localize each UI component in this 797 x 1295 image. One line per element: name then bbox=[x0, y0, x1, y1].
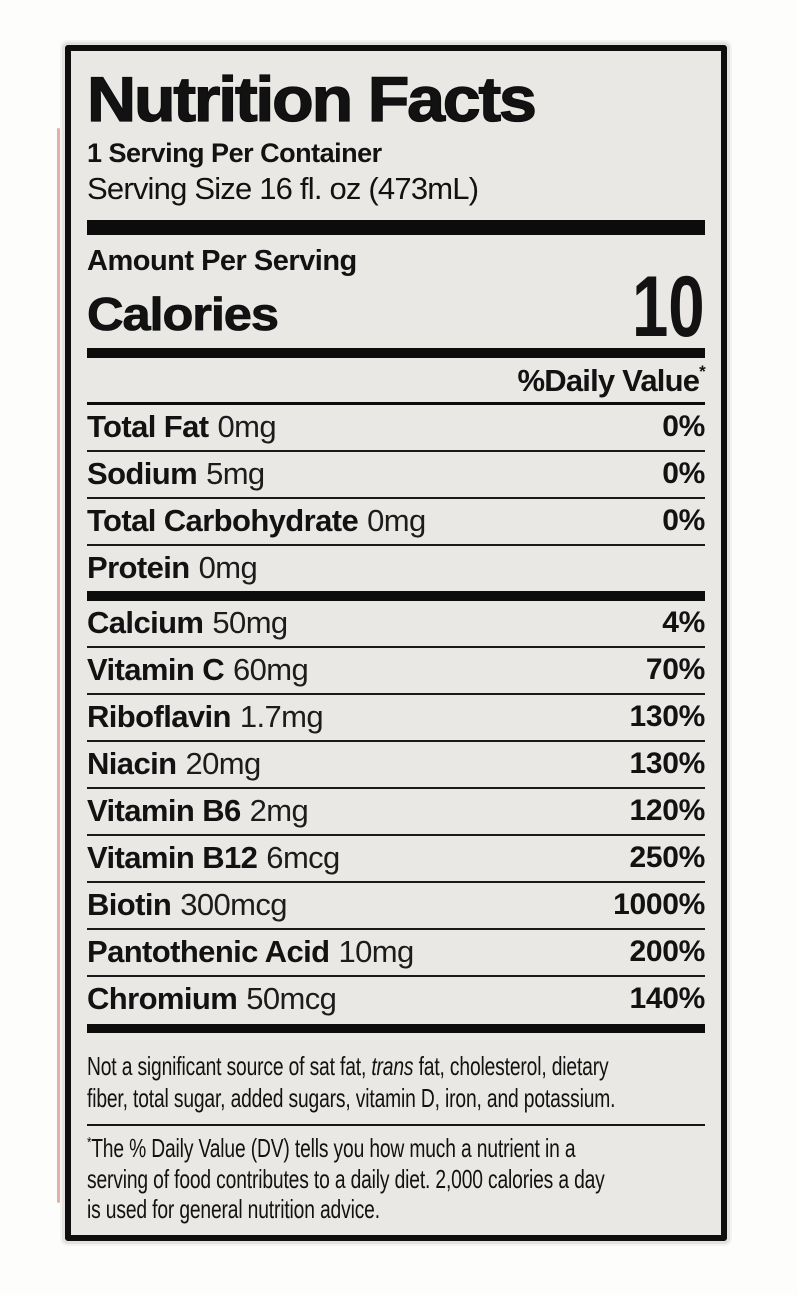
nutrient-name: Vitamin B12 bbox=[87, 840, 258, 876]
medium-divider-calories bbox=[87, 348, 705, 359]
nutrient-left: Vitamin B6 2mg bbox=[87, 793, 309, 829]
nutrient-daily-value: 1000% bbox=[613, 888, 705, 922]
not-significant-line-2: fiber, total sugar, added sugars, vitami… bbox=[87, 1082, 616, 1113]
daily-value-footnote: *The % Daily Value (DV) tells you how mu… bbox=[87, 1133, 709, 1224]
thick-divider-top bbox=[87, 220, 705, 236]
nutrient-name: Niacin bbox=[87, 746, 177, 782]
product-edge-line bbox=[57, 128, 60, 1203]
nutrient-daily-value: 140% bbox=[629, 982, 705, 1016]
servings-per-container: 1 Serving Per Container bbox=[87, 137, 382, 168]
serving-size: Serving Size 16 fl. oz (473mL) bbox=[87, 171, 479, 207]
nutrient-daily-value: 250% bbox=[629, 841, 705, 875]
calories-value: 10 bbox=[632, 258, 705, 355]
not-significant-text: Not a significant source of sat fat, bbox=[87, 1050, 372, 1081]
nutrient-row-biotin: Biotin 300mcg 1000% bbox=[87, 883, 705, 930]
nutrient-daily-value: 0% bbox=[662, 410, 705, 444]
footnote-line-3: is used for general nutrition advice. bbox=[87, 1194, 380, 1225]
nutrient-amount: 0mg bbox=[217, 409, 276, 445]
nutrient-amount: 50mg bbox=[212, 605, 288, 641]
nutrient-left: Sodium 5mg bbox=[87, 456, 265, 492]
nutrient-daily-value: 0% bbox=[662, 504, 705, 538]
daily-value-asterisk: * bbox=[699, 362, 706, 382]
rule-under-daily-value bbox=[87, 401, 705, 405]
nutrient-daily-value: 0% bbox=[662, 457, 705, 491]
nutrient-row-riboflavin: Riboflavin 1.7mg 130% bbox=[87, 695, 705, 742]
footnote-line-2: serving of food contributes to a daily d… bbox=[87, 1163, 605, 1194]
daily-value-header: %Daily Value* bbox=[87, 362, 706, 399]
nutrient-left: Calcium 50mg bbox=[87, 605, 288, 641]
nutrient-daily-value: 130% bbox=[629, 700, 705, 734]
label-title: Nutrition Facts bbox=[86, 65, 537, 135]
nutrient-row-pantothenic-acid: Pantothenic Acid 10mg 200% bbox=[87, 930, 705, 977]
nutrient-row-calcium: Calcium 50mg 4% bbox=[87, 601, 705, 648]
nutrient-left: Total Carbohydrate 0mg bbox=[87, 503, 426, 539]
nutrient-amount: 1.7mg bbox=[239, 699, 324, 735]
nutrient-amount: 300mcg bbox=[180, 887, 287, 923]
nutrient-row-total-carbohydrate: Total Carbohydrate 0mg 0% bbox=[87, 499, 705, 546]
nutrient-row-total-fat: Total Fat 0mg 0% bbox=[87, 405, 705, 452]
thick-divider-bottom bbox=[87, 1023, 705, 1033]
nutrient-daily-value: 120% bbox=[629, 794, 705, 828]
nutrient-name: Vitamin B6 bbox=[87, 793, 241, 829]
nutrient-row-protein: Protein 0mg bbox=[87, 546, 705, 591]
nutrient-left: Vitamin C 60mg bbox=[87, 652, 309, 688]
calories-label: Calories bbox=[87, 288, 280, 341]
not-significant-note: Not a significant source of sat fat, tra… bbox=[87, 1051, 709, 1114]
nutrient-name: Total Carbohydrate bbox=[87, 503, 359, 539]
nutrient-daily-value: 130% bbox=[629, 747, 705, 781]
amount-per-serving-label: Amount Per Serving bbox=[87, 245, 357, 278]
nutrient-amount: 6mcg bbox=[266, 840, 340, 876]
nutrition-facts-label: Nutrition Facts 1 Serving Per Container … bbox=[65, 45, 727, 1241]
medium-divider-protein bbox=[87, 590, 705, 601]
footnote-text: The % Daily Value (DV) tells you how muc… bbox=[91, 1133, 576, 1164]
nutrient-name: Riboflavin bbox=[87, 699, 231, 735]
calories-row: Calories 10 bbox=[87, 258, 705, 355]
nutrient-row-vitamin-b6: Vitamin B6 2mg 120% bbox=[87, 789, 705, 836]
nutrient-name: Calcium bbox=[87, 605, 204, 641]
footnote-line-1: *The % Daily Value (DV) tells you how mu… bbox=[87, 1133, 709, 1163]
nutrient-row-vitamin-b12: Vitamin B12 6mcg 250% bbox=[87, 836, 705, 883]
nutrient-left: Biotin 300mcg bbox=[87, 887, 288, 923]
nutrient-row-vitamin-c: Vitamin C 60mg 70% bbox=[87, 648, 705, 695]
micro-nutrient-rows: Calcium 50mg 4% Vitamin C 60mg 70% Ribofla… bbox=[87, 601, 705, 1022]
nutrient-left: Chromium 50mcg bbox=[87, 981, 337, 1017]
nutrient-amount: 5mg bbox=[206, 456, 265, 492]
nutrient-name: Sodium bbox=[87, 456, 198, 492]
nutrient-amount: 60mg bbox=[233, 652, 309, 688]
macro-nutrient-rows: Total Fat 0mg 0% Sodium 5mg 0% Total Carbo… bbox=[87, 405, 705, 591]
nutrient-name: Total Fat bbox=[87, 409, 209, 445]
not-significant-text: fat, cholesterol, dietary bbox=[413, 1050, 609, 1081]
nutrient-amount: 0mg bbox=[367, 503, 426, 539]
nutrient-left: Protein 0mg bbox=[87, 550, 258, 586]
nutrient-left: Pantothenic Acid 10mg bbox=[87, 934, 414, 970]
trans-fat-italic: trans bbox=[371, 1050, 414, 1081]
nutrient-name: Vitamin C bbox=[87, 652, 225, 688]
nutrient-row-chromium: Chromium 50mcg 140% bbox=[87, 977, 705, 1022]
nutrient-amount: 2mg bbox=[249, 793, 309, 829]
footnote-asterisk: * bbox=[87, 1134, 92, 1152]
nutrient-daily-value: 4% bbox=[662, 606, 705, 640]
nutrient-daily-value: 70% bbox=[645, 653, 705, 687]
not-significant-line-1: Not a significant source of sat fat, tra… bbox=[87, 1051, 709, 1083]
nutrient-left: Total Fat 0mg bbox=[87, 409, 277, 445]
nutrient-amount: 0mg bbox=[198, 550, 258, 586]
nutrient-name: Chromium bbox=[87, 981, 238, 1017]
nutrient-amount: 10mg bbox=[338, 934, 414, 970]
nutrient-left: Vitamin B12 6mcg bbox=[87, 840, 340, 876]
nutrient-row-niacin: Niacin 20mg 130% bbox=[87, 742, 705, 789]
nutrient-row-sodium: Sodium 5mg 0% bbox=[87, 452, 705, 499]
nutrient-name: Pantothenic Acid bbox=[87, 934, 330, 970]
nutrient-daily-value: 200% bbox=[629, 935, 705, 969]
nutrient-left: Niacin 20mg bbox=[87, 746, 261, 782]
daily-value-header-text: %Daily Value bbox=[517, 363, 700, 399]
nutrient-left: Riboflavin 1.7mg bbox=[87, 699, 324, 735]
nutrient-amount: 50mcg bbox=[246, 981, 337, 1017]
nutrient-amount: 20mg bbox=[185, 746, 261, 782]
rule-above-footnote bbox=[87, 1124, 705, 1127]
nutrient-name: Biotin bbox=[87, 887, 172, 923]
nutrient-name: Protein bbox=[87, 550, 190, 586]
